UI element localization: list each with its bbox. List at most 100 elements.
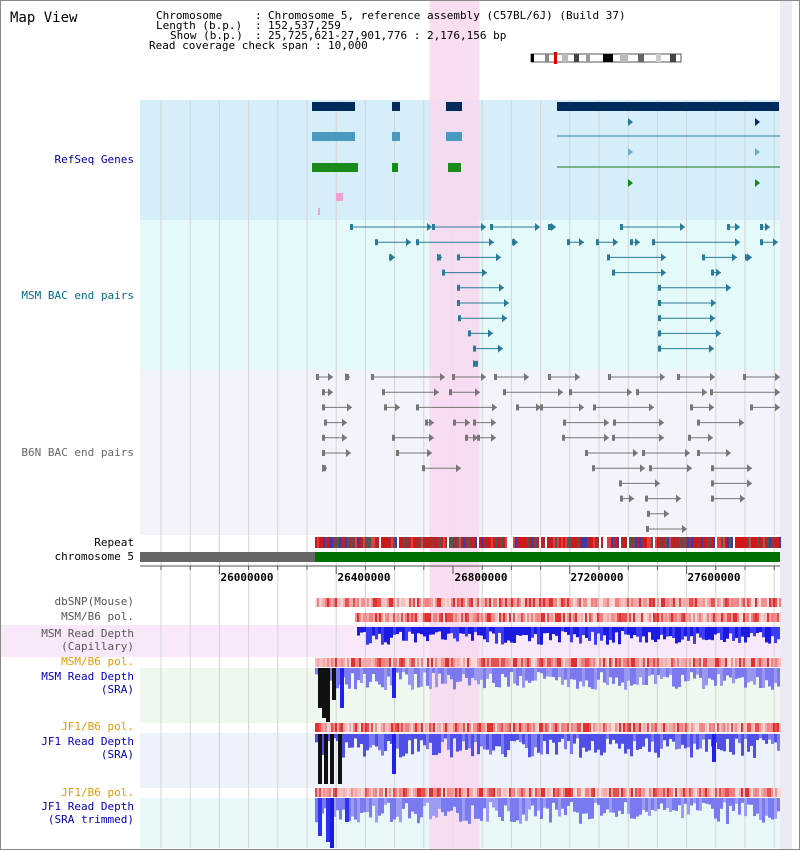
snp-strip-cell [459,658,461,667]
read-depth-bar [345,668,348,685]
track-label-b6n-bac[interactable]: B6N BAC end pairs [21,446,134,459]
read-depth-bar [621,734,624,744]
b6n-bac-pair-end [688,434,691,441]
snp-strip-cell [469,613,471,622]
msm-bac-pair-end [727,224,730,230]
snp-strip-cell [413,598,415,607]
read-depth-bar [336,734,339,742]
msm-bac-pair-end [490,224,493,230]
track-label-jf1-depth-trim-1[interactable]: JF1 Read Depth [41,800,134,813]
read-depth-bar [519,668,522,676]
read-depth-bar [540,668,543,674]
track-label-msm-b6-pol-2[interactable]: MSM/B6 pol. [61,655,134,668]
track-label-jf1-b6-pol-1[interactable]: JF1/B6 pol. [61,720,134,733]
b6n-bac-pair-end [382,389,385,396]
track-label-msm-depth-cap-1[interactable]: MSM Read Depth [41,627,134,640]
read-depth-bar [519,734,522,743]
snp-strip-cell [491,723,493,732]
snp-strip-cell [569,613,571,622]
snp-strip-cell [679,613,681,622]
snp-strip-cell [759,788,761,797]
read-depth-bar [423,627,426,637]
read-depth-bar [729,627,732,634]
read-depth-bar [588,734,591,751]
snp-strip-cell [777,723,779,732]
read-depth-bar [549,798,552,823]
snp-strip-cell [761,613,763,622]
pseudogene-mark [318,208,320,215]
snp-strip-cell [435,598,437,607]
snp-strip-cell [419,723,421,732]
read-depth-bar [672,798,675,811]
snp-strip-cell [531,598,533,607]
read-depth-bar [720,627,723,640]
snp-strip-cell [511,658,513,667]
gene-arrow [628,179,633,187]
track-label-dbsnp[interactable]: dbSNP(Mouse) [54,595,134,608]
snp-strip-cell [405,788,407,797]
repeat-element [767,537,769,548]
msm-bac-pair-end [773,238,778,247]
track-label-msm-b6-pol-1[interactable]: MSM/B6 pol. [61,610,134,623]
read-depth-bar [609,734,612,745]
repeat-element [473,537,475,548]
snp-strip-cell [349,723,351,732]
snp-strip-cell [565,598,567,607]
snp-strip-cell [561,723,563,732]
b6n-bac-pair-end [328,373,333,381]
track-label-refseq-genes[interactable]: RefSeq Genes [54,153,134,166]
repeat-element [435,537,437,548]
snp-strip-cell [327,658,329,667]
msm-bac-pair-end [458,315,461,322]
track-label-jf1-b6-pol-2[interactable]: JF1/B6 pol. [61,786,134,799]
b6n-bac-pair-end [676,494,681,503]
snp-strip-cell [387,788,389,797]
b6n-bac-pair-end [452,374,455,380]
read-depth-bar [372,798,375,806]
snp-strip-cell [681,613,683,622]
snp-strip-cell [733,788,735,797]
read-depth-bar [384,668,387,690]
snp-strip-cell [613,723,615,732]
refseq-gene-block [392,132,400,141]
snp-strip-cell [435,613,437,622]
read-depth-bar [495,734,498,747]
read-depth-bar [522,668,525,688]
snp-strip-cell [475,723,477,732]
read-depth-bar [381,798,384,814]
read-depth-bar [483,627,486,640]
snp-strip-cell [763,598,765,607]
repeat-element [429,537,431,548]
snp-strip-cell [557,613,559,622]
snp-strip-cell [631,613,633,622]
snp-strip-cell [649,658,651,667]
snp-strip-cell [765,598,767,607]
snp-strip-cell [415,613,417,622]
snp-strip-cell [341,723,343,732]
snp-strip-cell [661,723,663,732]
snp-strip-cell [589,598,591,607]
ideogram-band [620,54,628,62]
snp-strip-cell [779,658,781,667]
track-label-msm-depth-sra-1[interactable]: MSM Read Depth [41,670,134,683]
chromosome-key: Chromosome [156,9,223,22]
b6n-bac-pair-end [324,419,327,426]
snp-strip-cell [699,613,701,622]
snp-strip-cell [687,658,689,667]
track-label-jf1-depth-sra-1[interactable]: JF1 Read Depth [41,735,134,748]
snp-strip-cell [767,658,769,667]
snp-strip-cell [553,598,555,607]
snp-strip-cell [319,598,321,607]
snp-strip-cell [733,613,735,622]
snp-strip-cell [703,788,705,797]
repeat-element [611,537,613,548]
read-depth-bar [522,734,525,745]
snp-strip-cell [631,723,633,732]
read-depth-bar [690,668,693,673]
snp-strip-cell [507,613,509,622]
snp-strip-cell [605,788,607,797]
read-depth-bar [603,627,606,636]
track-label-msm-bac[interactable]: MSM BAC end pairs [21,289,134,302]
snp-strip-cell [533,723,535,732]
